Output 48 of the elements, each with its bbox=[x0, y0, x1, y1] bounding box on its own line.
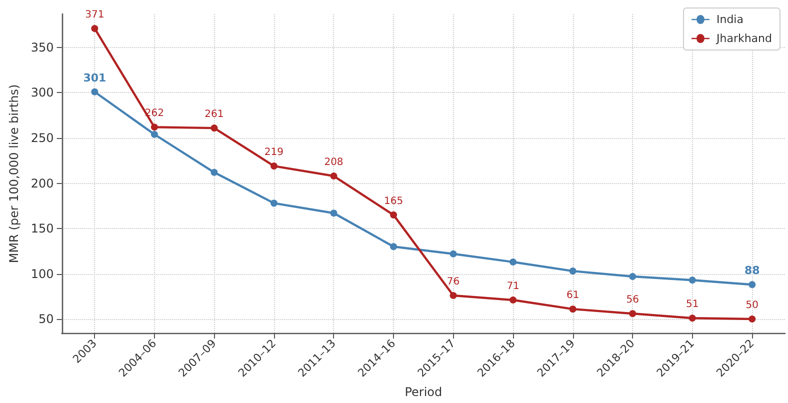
point bbox=[688, 276, 696, 284]
point bbox=[510, 296, 517, 304]
data-label: 165 bbox=[384, 196, 404, 207]
point bbox=[270, 162, 278, 170]
point bbox=[210, 124, 218, 132]
point bbox=[91, 88, 98, 96]
data-label: 208 bbox=[324, 157, 344, 168]
legend-label: Jharkhand bbox=[715, 32, 772, 45]
y-axis-title: MMR (per 100,000 live births) bbox=[7, 84, 21, 264]
data-label: 56 bbox=[626, 294, 639, 306]
point bbox=[330, 172, 338, 180]
data-label: 371 bbox=[85, 9, 104, 20]
y-tick-label: 250 bbox=[30, 131, 54, 145]
point bbox=[629, 310, 636, 318]
point bbox=[150, 130, 158, 138]
point bbox=[450, 292, 457, 299]
y-tick-label: 100 bbox=[30, 266, 54, 281]
point bbox=[330, 210, 338, 217]
point bbox=[390, 243, 398, 250]
data-label: 261 bbox=[204, 109, 224, 120]
point bbox=[210, 168, 218, 176]
point bbox=[510, 258, 517, 266]
point bbox=[390, 211, 398, 218]
point bbox=[91, 24, 98, 32]
y-tick-label: 350 bbox=[30, 40, 54, 54]
point bbox=[569, 268, 576, 275]
point bbox=[150, 124, 158, 131]
data-label: 301 bbox=[83, 71, 106, 84]
point bbox=[688, 314, 696, 322]
data-label: 219 bbox=[264, 147, 284, 158]
point bbox=[748, 281, 756, 288]
data-label: 51 bbox=[686, 299, 699, 310]
y-tick-label: 50 bbox=[38, 312, 54, 326]
point bbox=[270, 200, 278, 207]
data-label: 50 bbox=[746, 300, 758, 312]
x-axis-title: Period bbox=[404, 385, 442, 399]
point bbox=[748, 316, 756, 323]
y-tick-label: 300 bbox=[30, 86, 54, 100]
data-label: 61 bbox=[566, 290, 580, 302]
y-tick-label: 200 bbox=[30, 176, 54, 190]
legend-label: India bbox=[716, 13, 744, 26]
data-label: 88 bbox=[744, 264, 760, 278]
data-label: 71 bbox=[506, 281, 520, 292]
point bbox=[629, 272, 636, 280]
point bbox=[450, 250, 457, 258]
point bbox=[569, 306, 576, 313]
data-label: 76 bbox=[446, 276, 460, 288]
y-tick-label: 150 bbox=[30, 222, 54, 236]
